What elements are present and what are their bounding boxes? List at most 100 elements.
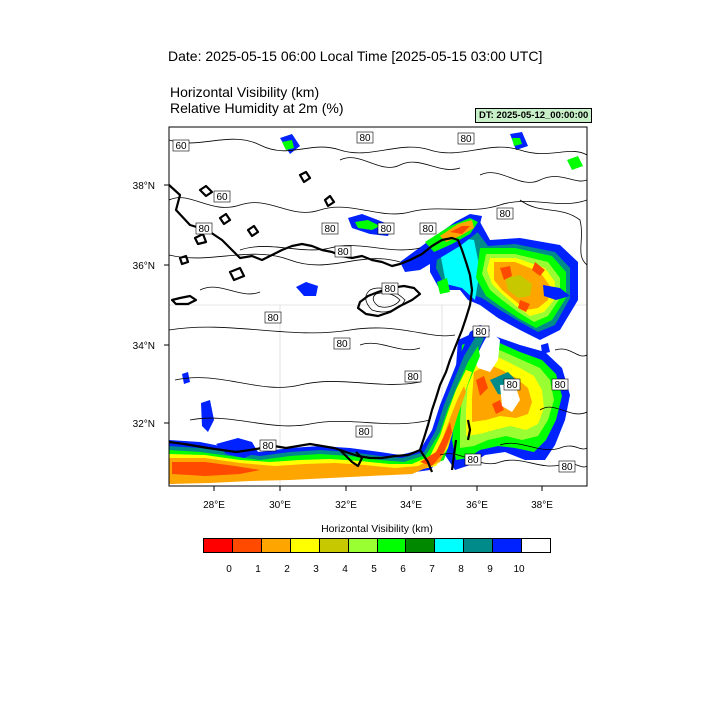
levant-visibility-red bbox=[476, 376, 504, 414]
contour-label: 80 bbox=[356, 131, 374, 144]
contour-labels: 80 60 80 60 80 80 80 80 80 80 80 80 80 8… bbox=[172, 131, 576, 473]
lat-label: 38°N bbox=[133, 181, 155, 192]
east-visibility-region-cyan bbox=[440, 238, 480, 300]
colorbar-swatch bbox=[204, 539, 233, 552]
colorbar-swatch bbox=[290, 539, 320, 552]
svg-text:80: 80 bbox=[422, 224, 434, 235]
coastline-nile-delta bbox=[339, 449, 364, 468]
colorbar-title: Horizontal Visibility (km) bbox=[321, 523, 433, 535]
lon-label: 34°E bbox=[400, 500, 422, 511]
svg-text:80: 80 bbox=[467, 455, 479, 466]
lon-label: 28°E bbox=[203, 500, 225, 511]
contour-label: 80 bbox=[419, 222, 437, 235]
colorbar bbox=[203, 538, 551, 553]
svg-text:60: 60 bbox=[175, 141, 187, 152]
variable-title-visibility: Horizontal Visibility (km) bbox=[170, 84, 320, 100]
coastline-sinai-gulf bbox=[419, 439, 458, 473]
sea-visibility-patch bbox=[216, 438, 258, 458]
colorbar-tick-label: 0 bbox=[226, 564, 232, 575]
colorbar-swatch bbox=[406, 539, 436, 552]
svg-text:80: 80 bbox=[475, 327, 487, 338]
contour-label: 80 bbox=[333, 337, 351, 350]
colorbar-tick-label: 10 bbox=[513, 564, 525, 575]
svg-text:80: 80 bbox=[506, 380, 518, 391]
longitude-labels: 28°E 30°E 32°E 34°E 36°E 38°E bbox=[203, 500, 553, 511]
colorbar-tick-label: 3 bbox=[313, 564, 319, 575]
colorbar-tick-label: 5 bbox=[371, 564, 377, 575]
contour-label: 60 bbox=[213, 190, 231, 203]
lon-label: 30°E bbox=[269, 500, 291, 511]
levant-visibility-white-hole bbox=[470, 328, 520, 412]
coastline-dead-sea bbox=[466, 419, 472, 441]
svg-text:80: 80 bbox=[380, 224, 392, 235]
contour-label: 80 bbox=[377, 222, 395, 235]
colorbar-tick-label: 1 bbox=[255, 564, 261, 575]
lon-label: 38°E bbox=[531, 500, 553, 511]
latitude-labels: 38°N 36°N 34°N 32°N bbox=[133, 181, 155, 430]
visibility-fill-layer bbox=[169, 132, 587, 486]
coastline-cyprus bbox=[356, 284, 422, 318]
lat-label: 34°N bbox=[133, 341, 155, 352]
contour-label: 80 bbox=[355, 425, 373, 438]
colorbar-swatch bbox=[493, 539, 523, 552]
date-title: Date: 2025-05-15 06:00 Local Time [2025-… bbox=[168, 48, 543, 64]
variable-title-humidity: Relative Humidity at 2m (%) bbox=[170, 100, 344, 116]
contour-label: 80 bbox=[551, 378, 569, 391]
colorbar-swatch bbox=[232, 539, 262, 552]
dt-badge: DT: 2025-05-12_00:00:00 bbox=[475, 108, 593, 123]
svg-text:80: 80 bbox=[336, 339, 348, 350]
colorbar-tick-label: 9 bbox=[487, 564, 493, 575]
colorbar-swatch bbox=[261, 539, 291, 552]
sea-visibility-patch bbox=[201, 400, 214, 432]
coastline-turkey bbox=[169, 184, 472, 276]
svg-text:80: 80 bbox=[384, 284, 396, 295]
svg-text:80: 80 bbox=[267, 313, 279, 324]
egypt-coast-visibility-red bbox=[172, 422, 452, 476]
colorbar-swatch bbox=[319, 539, 349, 552]
svg-text:80: 80 bbox=[337, 247, 349, 258]
lon-label: 32°E bbox=[335, 500, 357, 511]
svg-text:80: 80 bbox=[262, 441, 274, 452]
contour-label: 80 bbox=[503, 378, 521, 391]
east-visibility-region-olive bbox=[505, 275, 532, 298]
svg-text:80: 80 bbox=[407, 372, 419, 383]
contour-label: 80 bbox=[259, 439, 277, 452]
svg-text:80: 80 bbox=[460, 134, 472, 145]
sea-visibility-patch bbox=[437, 278, 450, 294]
svg-text:80: 80 bbox=[198, 224, 210, 235]
lat-label: 32°N bbox=[133, 419, 155, 430]
contour-label: 80 bbox=[472, 325, 490, 338]
colorbar-swatch bbox=[435, 539, 465, 552]
colorbar-tick-label: 2 bbox=[284, 564, 290, 575]
coastline-crete bbox=[170, 294, 198, 306]
contour-label: 80 bbox=[496, 207, 514, 220]
contour-label: 60 bbox=[172, 139, 190, 152]
north-coast-visibility-red bbox=[450, 226, 470, 234]
colorbar-tick-label: 6 bbox=[400, 564, 406, 575]
sea-visibility-patch bbox=[355, 220, 380, 230]
colorbar-swatch bbox=[348, 539, 378, 552]
svg-text:80: 80 bbox=[358, 427, 370, 438]
colorbar-tick-label: 8 bbox=[458, 564, 464, 575]
svg-text:80: 80 bbox=[499, 209, 511, 220]
colorbar-tick-label: 7 bbox=[429, 564, 435, 575]
lon-label: 36°E bbox=[466, 500, 488, 511]
svg-text:80: 80 bbox=[324, 224, 336, 235]
svg-text:60: 60 bbox=[216, 192, 228, 203]
sea-visibility-patch bbox=[296, 282, 318, 296]
colorbar-tick-label: 4 bbox=[342, 564, 348, 575]
contour-label: 80 bbox=[404, 370, 422, 383]
svg-text:80: 80 bbox=[554, 380, 566, 391]
contour-label: 80 bbox=[334, 245, 352, 258]
contour-label: 80 bbox=[321, 222, 339, 235]
contour-label: 80 bbox=[264, 311, 282, 324]
coastline-syria-lebanon-israel bbox=[418, 274, 474, 451]
coastline-egypt-libya bbox=[169, 440, 421, 460]
svg-text:80: 80 bbox=[359, 133, 371, 144]
map-frame bbox=[168, 126, 588, 487]
contour-label: 80 bbox=[558, 460, 576, 473]
contour-label: 80 bbox=[464, 453, 482, 466]
axis-ticks bbox=[164, 184, 543, 491]
svg-text:80: 80 bbox=[561, 462, 573, 473]
